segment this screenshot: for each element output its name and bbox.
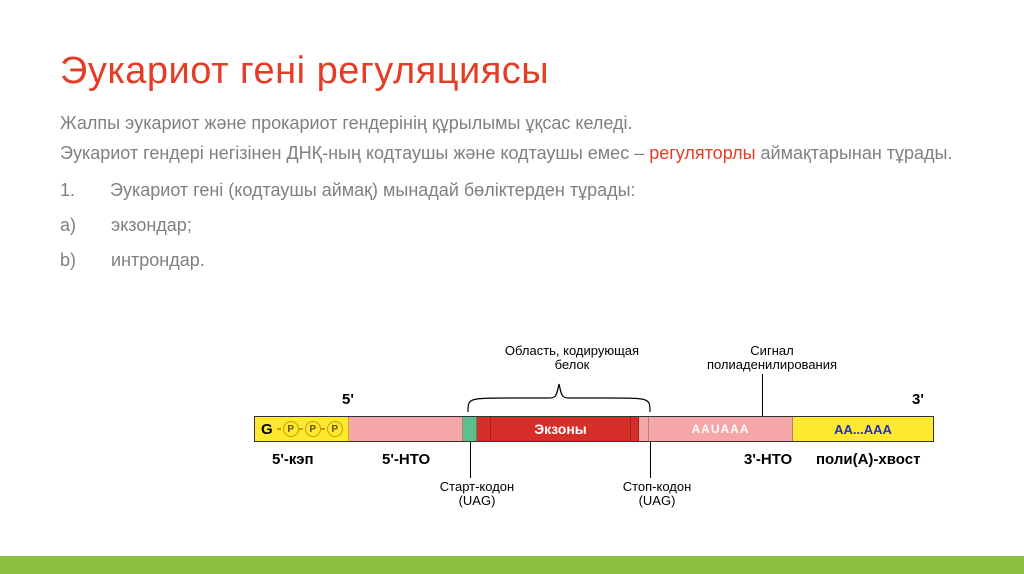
cap-label: 5'-кэп bbox=[272, 452, 314, 469]
seg-stop-codon bbox=[639, 417, 649, 441]
seg-start-codon bbox=[463, 417, 477, 441]
cap-dash-2 bbox=[299, 428, 303, 430]
list-item-a: a) экзондар; bbox=[60, 215, 964, 236]
cap-g: G bbox=[261, 421, 273, 438]
list-num-b: b) bbox=[60, 250, 76, 270]
desc-2b: аймақтарынан тұрады. bbox=[756, 143, 953, 163]
list-item-1: 1. Эукариот гені (кодтаушы аймақ) мынада… bbox=[60, 180, 964, 201]
stop-codon-label: Стоп-кодон (UAG) bbox=[612, 480, 702, 509]
list-text-b: интрондар. bbox=[111, 250, 205, 270]
cap-dash-3 bbox=[321, 428, 325, 430]
signal-lead bbox=[762, 374, 763, 416]
nto5-label: 5'-НТО bbox=[382, 452, 430, 469]
list-num-a: a) bbox=[60, 215, 76, 235]
seg-exon-left bbox=[477, 417, 491, 441]
tail-label: поли(А)-хвост bbox=[816, 452, 920, 469]
description-line-2: Эукариот гендері негізінен ДНҚ-ның кодта… bbox=[60, 141, 964, 165]
stop-codon-1: Стоп-кодон bbox=[623, 479, 692, 494]
cap-dash-1 bbox=[277, 428, 281, 430]
seg-5nto bbox=[349, 417, 463, 441]
seg-3nto: AAUAAA bbox=[649, 417, 793, 441]
region-label-2: белок bbox=[555, 357, 590, 372]
stop-codon-2: (UAG) bbox=[639, 493, 676, 508]
three-prime-label: 3' bbox=[912, 392, 924, 409]
list-item-b: b) интрондар. bbox=[60, 250, 964, 271]
seg-exon-right bbox=[631, 417, 639, 441]
region-label-1: Область, кодирующая bbox=[505, 343, 639, 358]
gene-diagram: 5' 3' Область, кодирующая белок Сигнал п… bbox=[254, 320, 974, 520]
start-lead bbox=[470, 442, 471, 478]
stop-lead bbox=[650, 442, 651, 478]
list-text-a: экзондар; bbox=[111, 215, 192, 235]
desc-highlight: регуляторлы bbox=[649, 143, 755, 163]
slide: Эукариот гені регуляциясы Жалпы эукариот… bbox=[0, 0, 1024, 271]
signal-label: Сигнал полиаденилирования bbox=[692, 344, 852, 373]
p-circle-1: P bbox=[283, 421, 299, 437]
list-text-1: Эукариот гені (кодтаушы аймақ) мынадай б… bbox=[110, 180, 636, 200]
p-circle-3: P bbox=[327, 421, 343, 437]
list-num-1: 1. bbox=[60, 180, 75, 200]
brace-icon bbox=[466, 378, 652, 414]
p-circle-2: P bbox=[305, 421, 321, 437]
signal-label-2: полиаденилирования bbox=[707, 357, 837, 372]
nto3-label: 3'-НТО bbox=[744, 452, 792, 469]
gene-track: G P P P Экзоны AAUAAA AA...AAA bbox=[254, 416, 934, 442]
start-codon-1: Старт-кодон bbox=[440, 479, 514, 494]
region-label: Область, кодирующая белок bbox=[492, 344, 652, 373]
seg-cap: G P P P bbox=[255, 417, 349, 441]
signal-label-1: Сигнал bbox=[750, 343, 793, 358]
desc-2a: Эукариот гендері негізінен ДНҚ-ның кодта… bbox=[60, 143, 649, 163]
description-line-1: Жалпы эукариот және прокариот гендерінің… bbox=[60, 111, 964, 135]
five-prime-label: 5' bbox=[342, 392, 354, 409]
accent-bar bbox=[0, 556, 1024, 574]
start-codon-2: (UAG) bbox=[459, 493, 496, 508]
seg-exons: Экзоны bbox=[491, 417, 631, 441]
seg-poly-a-tail: AA...AAA bbox=[793, 417, 933, 441]
page-title: Эукариот гені регуляциясы bbox=[60, 50, 964, 93]
start-codon-label: Старт-кодон (UAG) bbox=[432, 480, 522, 509]
